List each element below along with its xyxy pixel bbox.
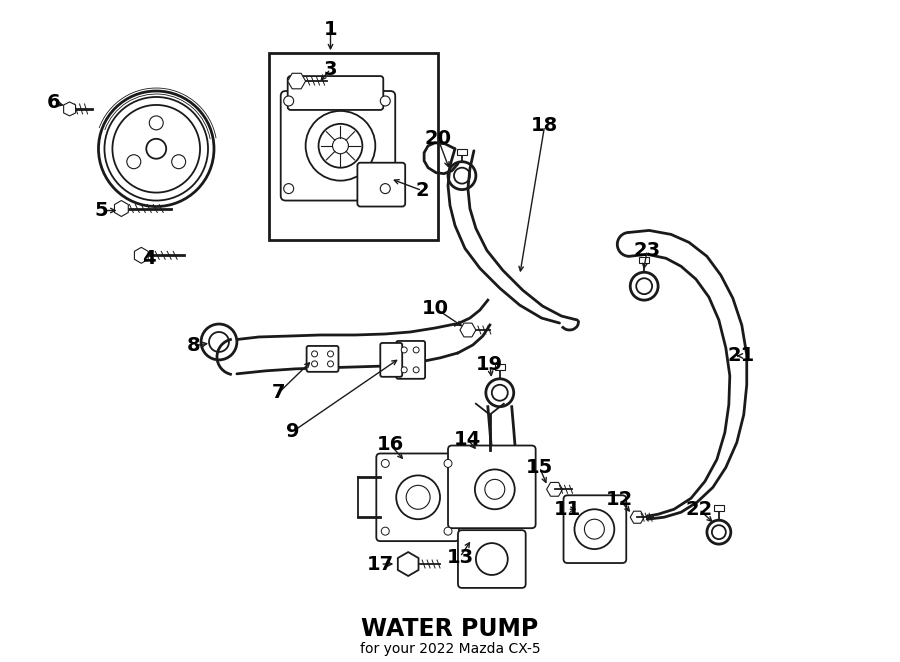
Text: 7: 7 bbox=[272, 383, 285, 402]
Text: 20: 20 bbox=[425, 129, 452, 148]
Circle shape bbox=[284, 96, 293, 106]
Circle shape bbox=[444, 527, 452, 535]
Text: 16: 16 bbox=[376, 435, 404, 454]
Text: 5: 5 bbox=[94, 201, 108, 220]
FancyBboxPatch shape bbox=[307, 346, 338, 372]
Text: 13: 13 bbox=[446, 547, 473, 567]
Circle shape bbox=[381, 183, 391, 193]
Text: 4: 4 bbox=[142, 249, 156, 268]
Text: 21: 21 bbox=[727, 346, 754, 365]
Bar bbox=[269, 53, 438, 240]
Circle shape bbox=[311, 351, 318, 357]
FancyBboxPatch shape bbox=[458, 530, 526, 588]
Circle shape bbox=[413, 347, 419, 353]
Bar bbox=[495, 364, 505, 370]
Circle shape bbox=[127, 155, 140, 169]
FancyBboxPatch shape bbox=[381, 343, 402, 377]
Text: 15: 15 bbox=[526, 458, 554, 477]
FancyBboxPatch shape bbox=[396, 341, 425, 379]
Circle shape bbox=[413, 367, 419, 373]
Circle shape bbox=[476, 543, 508, 575]
Circle shape bbox=[475, 469, 515, 509]
Text: 2: 2 bbox=[415, 181, 429, 200]
Circle shape bbox=[382, 459, 390, 467]
FancyBboxPatch shape bbox=[376, 453, 459, 541]
Text: 8: 8 bbox=[186, 336, 200, 355]
FancyBboxPatch shape bbox=[288, 76, 383, 110]
Circle shape bbox=[382, 527, 390, 535]
Text: 23: 23 bbox=[634, 241, 661, 260]
FancyBboxPatch shape bbox=[281, 91, 395, 201]
Text: for your 2022 Mazda CX-5: for your 2022 Mazda CX-5 bbox=[360, 641, 540, 655]
Circle shape bbox=[574, 509, 615, 549]
Circle shape bbox=[444, 459, 452, 467]
Text: 14: 14 bbox=[454, 430, 482, 449]
Circle shape bbox=[149, 116, 163, 130]
Text: 10: 10 bbox=[421, 299, 448, 318]
Circle shape bbox=[401, 367, 407, 373]
Circle shape bbox=[306, 111, 375, 181]
Text: 9: 9 bbox=[286, 422, 300, 441]
Circle shape bbox=[328, 351, 334, 357]
Text: 17: 17 bbox=[366, 555, 394, 573]
Text: 22: 22 bbox=[685, 500, 713, 519]
Circle shape bbox=[201, 324, 237, 360]
Text: 3: 3 bbox=[324, 60, 338, 79]
FancyBboxPatch shape bbox=[563, 495, 626, 563]
Circle shape bbox=[396, 475, 440, 519]
Circle shape bbox=[284, 183, 293, 193]
Text: 18: 18 bbox=[531, 117, 558, 135]
Text: 6: 6 bbox=[47, 93, 60, 113]
FancyBboxPatch shape bbox=[357, 163, 405, 207]
Text: 19: 19 bbox=[476, 355, 503, 374]
Text: WATER PUMP: WATER PUMP bbox=[362, 617, 538, 641]
Text: 1: 1 bbox=[324, 20, 338, 39]
Text: 11: 11 bbox=[554, 500, 581, 519]
Circle shape bbox=[381, 96, 391, 106]
FancyBboxPatch shape bbox=[448, 446, 536, 528]
Text: 12: 12 bbox=[606, 490, 633, 509]
Circle shape bbox=[311, 361, 318, 367]
Circle shape bbox=[328, 361, 334, 367]
Circle shape bbox=[401, 347, 407, 353]
Polygon shape bbox=[64, 102, 76, 116]
Bar bbox=[639, 258, 649, 263]
Bar bbox=[457, 149, 467, 155]
Circle shape bbox=[98, 91, 214, 207]
Circle shape bbox=[209, 332, 229, 352]
Circle shape bbox=[172, 155, 185, 169]
Bar bbox=[714, 505, 724, 511]
